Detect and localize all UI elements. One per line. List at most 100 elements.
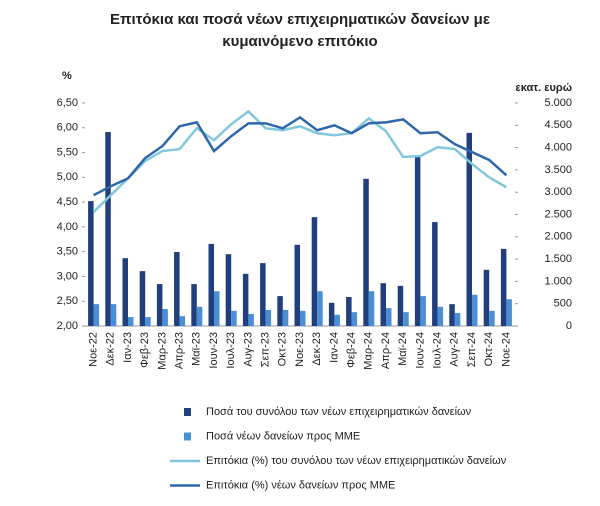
y2-tick-label: 0 [566, 320, 572, 332]
bar [162, 309, 168, 326]
x-tick-label: Οκτ-23 [277, 332, 289, 366]
y-tick-label: 4,50 [57, 196, 78, 208]
y-tick-label: 2,50 [57, 295, 78, 307]
y2-tick-label: 2.000 [544, 231, 572, 243]
bar [334, 314, 340, 326]
y-tick-label: 6,50 [57, 97, 78, 109]
bar [386, 308, 392, 326]
x-tick-label: Φεβ-24 [346, 332, 358, 368]
y-tick-label: 5,00 [57, 171, 78, 183]
x-tick-label: Ιαν-24 [328, 332, 340, 363]
legend-label: Επιτόκια (%) νέων δανείων προς ΜΜΕ [206, 479, 395, 491]
bar [466, 132, 472, 326]
bar [506, 299, 512, 326]
bar [500, 248, 507, 326]
bar [414, 156, 421, 326]
bar [397, 285, 404, 326]
bar [317, 291, 323, 326]
legend-label: Ποσά νέων δανείων προς ΜΜΕ [206, 430, 360, 442]
y2-tick-label: 4.500 [544, 119, 572, 131]
x-tick-label: Δεκ-23 [311, 332, 323, 366]
bar [179, 316, 186, 326]
bar [311, 217, 318, 326]
line [93, 115, 508, 197]
x-tick-label: Νοε-24 [500, 332, 512, 367]
legend-label: Επιτόκια (%) του συνόλου των νέων επιχει… [206, 455, 507, 467]
bar [105, 131, 111, 326]
bar [93, 304, 100, 326]
bar [328, 302, 335, 326]
y-tick-label: 4,00 [57, 221, 78, 233]
y2-tick-label: 1.500 [544, 253, 572, 265]
y2-axis-label: εκατ. ευρώ [516, 82, 573, 94]
bar [420, 296, 426, 326]
x-tick-label: Σεπ-23 [260, 332, 272, 367]
bar [191, 284, 197, 326]
bar [282, 309, 289, 326]
bar [403, 312, 409, 326]
bar [225, 254, 232, 326]
x-tick-label: Οκτ-24 [483, 332, 495, 366]
legend-swatch [184, 408, 191, 416]
chart-title: Επιτόκια και ποσά νέων επιχειρηματικών δ… [110, 11, 490, 28]
x-tick-label: Μαϊ-24 [397, 332, 409, 366]
y2-tick-label: 4.000 [544, 142, 572, 154]
bar [489, 310, 495, 326]
x-tick-label: Ιουν-24 [414, 332, 426, 369]
bar [294, 244, 300, 326]
x-tick-label: Απρ-24 [380, 332, 392, 369]
y2-tick-label: 3.500 [544, 164, 572, 176]
y2-tick-label: 3.000 [544, 186, 572, 198]
x-tick-label: Φεβ-23 [139, 332, 151, 368]
x-tick-label: Δεκ-22 [105, 332, 117, 366]
legend-label: Ποσά του συνόλου των νέων επιχειρηματικώ… [206, 406, 472, 418]
x-tick-label: Νοε-23 [294, 332, 306, 367]
x-tick-label: Ιουν-23 [208, 332, 220, 369]
y-tick-label: 5,50 [57, 146, 78, 158]
bar [214, 291, 220, 326]
bar [110, 304, 117, 326]
x-tick-label: Αυγ-23 [242, 332, 254, 367]
bar [432, 222, 438, 326]
bar [128, 317, 134, 326]
bar [122, 258, 128, 326]
bar [437, 306, 444, 326]
chart-title: κυμαινόμενο επιτόκιο [222, 33, 377, 50]
bar [242, 273, 249, 326]
x-tick-label: Σεπ-24 [466, 332, 478, 367]
bar [231, 310, 237, 326]
bar [368, 291, 375, 326]
bar [449, 304, 455, 326]
bar [156, 284, 163, 326]
legend-swatch [184, 432, 191, 441]
bar [174, 251, 180, 326]
y-tick-label: 2,00 [57, 320, 78, 332]
bar [277, 296, 283, 326]
y2-tick-label: 1.000 [544, 275, 572, 287]
y-tick-label: 3,00 [57, 270, 78, 282]
y-axis-label: % [62, 70, 72, 82]
bar [145, 317, 151, 326]
bar [139, 271, 146, 326]
bar [483, 269, 490, 326]
x-tick-label: Αυγ-24 [449, 332, 461, 367]
y2-tick-label: 5.000 [544, 97, 572, 109]
x-tick-label: Ιουλ-23 [225, 332, 237, 369]
bar [300, 310, 306, 326]
y2-tick-label: 2.500 [544, 208, 572, 220]
x-tick-label: Μαϊ-23 [191, 332, 203, 366]
bar [260, 263, 266, 326]
x-tick-label: Ιαν-23 [122, 332, 134, 363]
bar [363, 178, 369, 326]
bar [351, 312, 358, 326]
bar [196, 306, 203, 326]
bar [346, 297, 352, 326]
y-tick-label: 6,00 [57, 122, 78, 134]
bar [380, 283, 386, 326]
x-tick-label: Μαρ-23 [156, 332, 168, 370]
y-tick-label: 3,50 [57, 246, 78, 258]
bar [208, 243, 214, 326]
x-tick-label: Απρ-23 [174, 332, 186, 369]
x-tick-label: Νοε-22 [88, 332, 100, 367]
